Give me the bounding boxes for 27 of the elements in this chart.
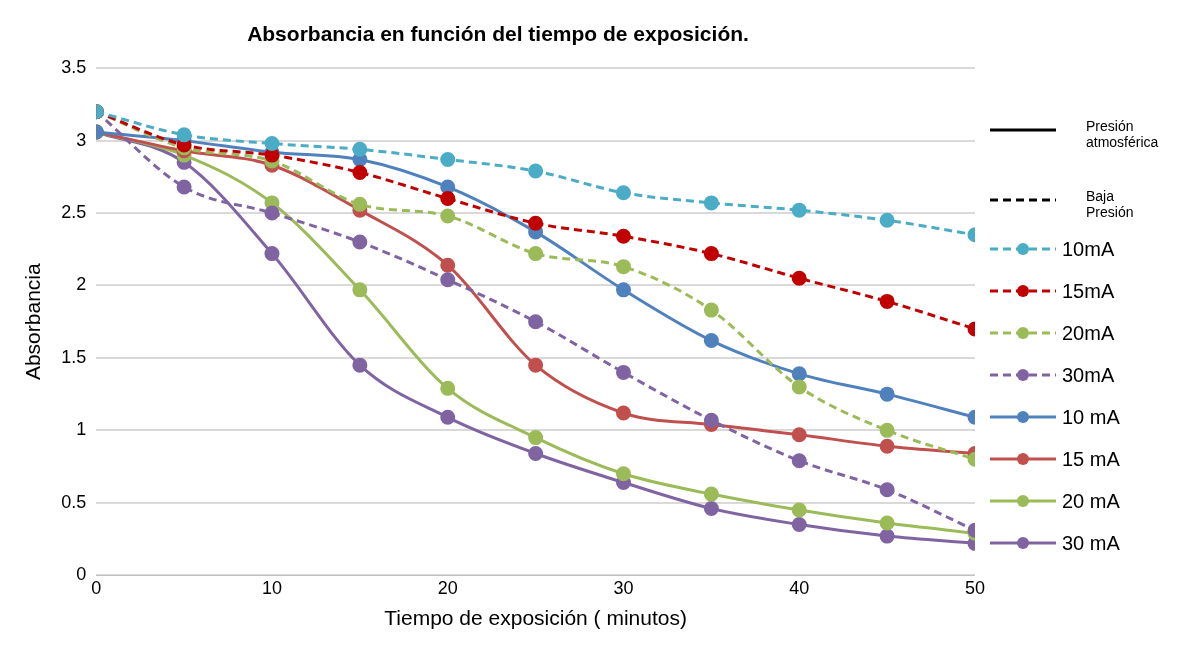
x-tick-label: 50 <box>964 577 985 598</box>
y-tick-label: 2 <box>76 274 87 295</box>
x-tick-label: 40 <box>789 577 810 598</box>
text: Presión atmosférica <box>1086 118 1160 150</box>
text: Baja Presión <box>1086 188 1135 220</box>
x-tick-label: 30 <box>613 577 634 598</box>
legend-label: 20mA <box>1062 321 1115 345</box>
y-tick-label: 2.5 <box>61 202 87 223</box>
legend-label: 15 mA <box>1062 447 1120 471</box>
y-tick-label: 0 <box>76 564 87 585</box>
y-tick-label: 3 <box>76 129 87 150</box>
y-axis-title: Absorbancia <box>21 263 45 381</box>
y-tick-label: 3.5 <box>61 57 87 78</box>
legend-label: 10mA <box>1062 237 1115 261</box>
x-tick-label: 0 <box>91 577 102 598</box>
x-axis-title: Tiempo de exposición ( minutos) <box>384 606 687 630</box>
legend-label: 30mA <box>1062 363 1115 387</box>
x-tick-label: 10 <box>261 577 282 598</box>
chart-title: Absorbancia en función del tiempo de exposición. <box>247 22 749 46</box>
y-tick-label: 1 <box>76 419 87 440</box>
legend-label: 10 mA <box>1062 405 1120 429</box>
legend-label: 30 mA <box>1062 531 1120 555</box>
legend-label: 20 mA <box>1062 489 1120 513</box>
y-tick-label: 0.5 <box>61 491 87 512</box>
legend-label: 15mA <box>1062 279 1115 303</box>
y-tick-label: 1.5 <box>61 346 87 367</box>
x-tick-label: 20 <box>437 577 458 598</box>
